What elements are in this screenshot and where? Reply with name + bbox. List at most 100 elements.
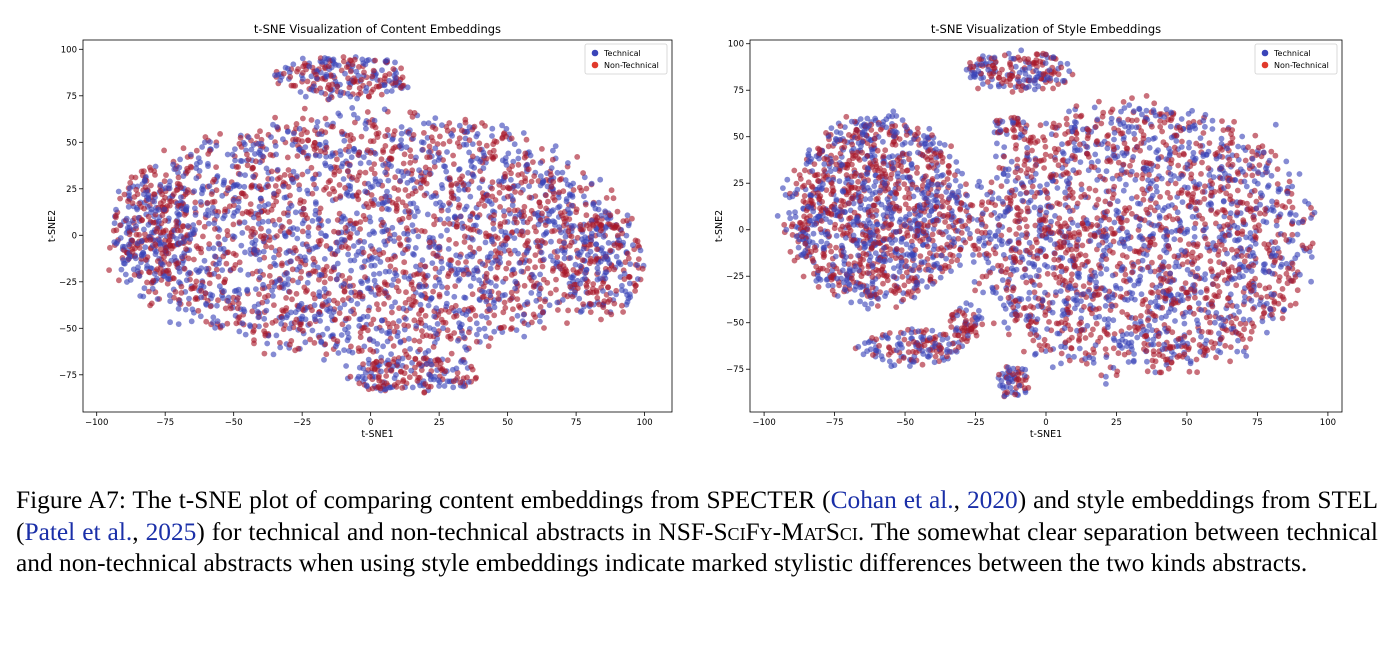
point-non-technical (841, 230, 847, 237)
point-technical (123, 215, 130, 222)
point-technical (483, 333, 489, 340)
point-non-technical (568, 233, 575, 240)
point-technical (435, 276, 442, 283)
point-technical (387, 235, 393, 242)
point-technical (563, 196, 570, 202)
point-technical (415, 233, 422, 240)
point-non-technical (371, 161, 378, 168)
point-non-technical (422, 263, 429, 270)
point-non-technical (357, 226, 363, 232)
point-technical (201, 257, 208, 264)
point-non-technical (917, 238, 924, 244)
point-non-technical (174, 227, 181, 234)
point-technical (890, 273, 897, 280)
point-technical (457, 213, 464, 220)
point-technical (898, 259, 905, 266)
point-non-technical (1247, 335, 1254, 342)
point-technical (142, 244, 149, 251)
point-technical (531, 274, 537, 280)
point-non-technical (157, 200, 164, 207)
point-non-technical (418, 228, 425, 234)
point-non-technical (455, 260, 461, 266)
point-technical (125, 192, 132, 199)
point-non-technical (846, 200, 852, 207)
point-technical (423, 360, 430, 367)
point-technical (134, 240, 141, 247)
point-non-technical (903, 132, 910, 138)
point-non-technical (294, 153, 301, 159)
point-non-technical (215, 297, 221, 304)
point-non-technical (311, 340, 318, 346)
point-non-technical (142, 231, 148, 238)
point-non-technical (357, 334, 364, 341)
point-technical (264, 340, 271, 347)
point-technical (313, 201, 319, 207)
point-non-technical (397, 242, 404, 249)
point-technical (180, 173, 187, 180)
point-non-technical (202, 290, 209, 297)
point-technical (345, 148, 352, 155)
point-technical (382, 268, 389, 275)
point-non-technical (388, 367, 395, 374)
point-technical (936, 264, 943, 271)
point-non-technical (909, 181, 916, 188)
point-non-technical (248, 208, 254, 215)
point-technical (502, 155, 509, 161)
point-non-technical (323, 243, 330, 249)
point-technical (805, 203, 812, 210)
point-non-technical (903, 269, 910, 276)
point-non-technical (377, 251, 383, 258)
point-technical (578, 249, 584, 256)
point-non-technical (952, 219, 959, 226)
point-non-technical (446, 200, 452, 206)
point-non-technical (346, 143, 353, 150)
point-non-technical (958, 230, 965, 236)
point-technical (401, 326, 408, 333)
point-technical (894, 173, 901, 180)
point-non-technical (178, 283, 185, 290)
point-non-technical (215, 273, 222, 280)
point-non-technical (833, 244, 839, 251)
point-non-technical (635, 256, 642, 262)
point-technical (915, 149, 921, 156)
point-technical (572, 261, 579, 268)
point-technical (833, 232, 840, 239)
point-non-technical (285, 229, 292, 235)
point-non-technical (320, 266, 327, 273)
point-non-technical (893, 304, 900, 310)
point-non-technical (883, 173, 889, 180)
point-non-technical (884, 277, 891, 284)
point-technical (554, 299, 561, 306)
point-technical (900, 158, 907, 165)
point-non-technical (802, 167, 808, 174)
point-technical (372, 150, 379, 157)
point-technical (240, 306, 247, 313)
point-technical (362, 120, 369, 127)
point-technical (867, 232, 874, 239)
point-technical (782, 192, 789, 198)
point-technical (234, 208, 241, 214)
point-non-technical (209, 179, 216, 185)
point-non-technical (438, 307, 444, 314)
point-technical (949, 189, 956, 196)
point-non-technical (280, 70, 287, 77)
point-non-technical (543, 192, 549, 199)
point-non-technical (173, 218, 180, 225)
point-non-technical (453, 180, 460, 187)
point-non-technical (905, 278, 912, 285)
point-technical (554, 169, 561, 176)
point-non-technical (590, 222, 597, 229)
point-non-technical (141, 168, 147, 175)
point-non-technical (580, 301, 586, 307)
point-technical (527, 152, 534, 159)
point-non-technical (298, 131, 305, 138)
point-technical (774, 213, 781, 219)
point-non-technical (850, 152, 856, 159)
point-non-technical (624, 250, 631, 257)
point-non-technical (462, 116, 469, 123)
point-non-technical (256, 291, 262, 298)
point-technical (510, 158, 517, 165)
point-technical (346, 162, 353, 169)
point-non-technical (167, 242, 173, 249)
point-non-technical (548, 172, 554, 178)
